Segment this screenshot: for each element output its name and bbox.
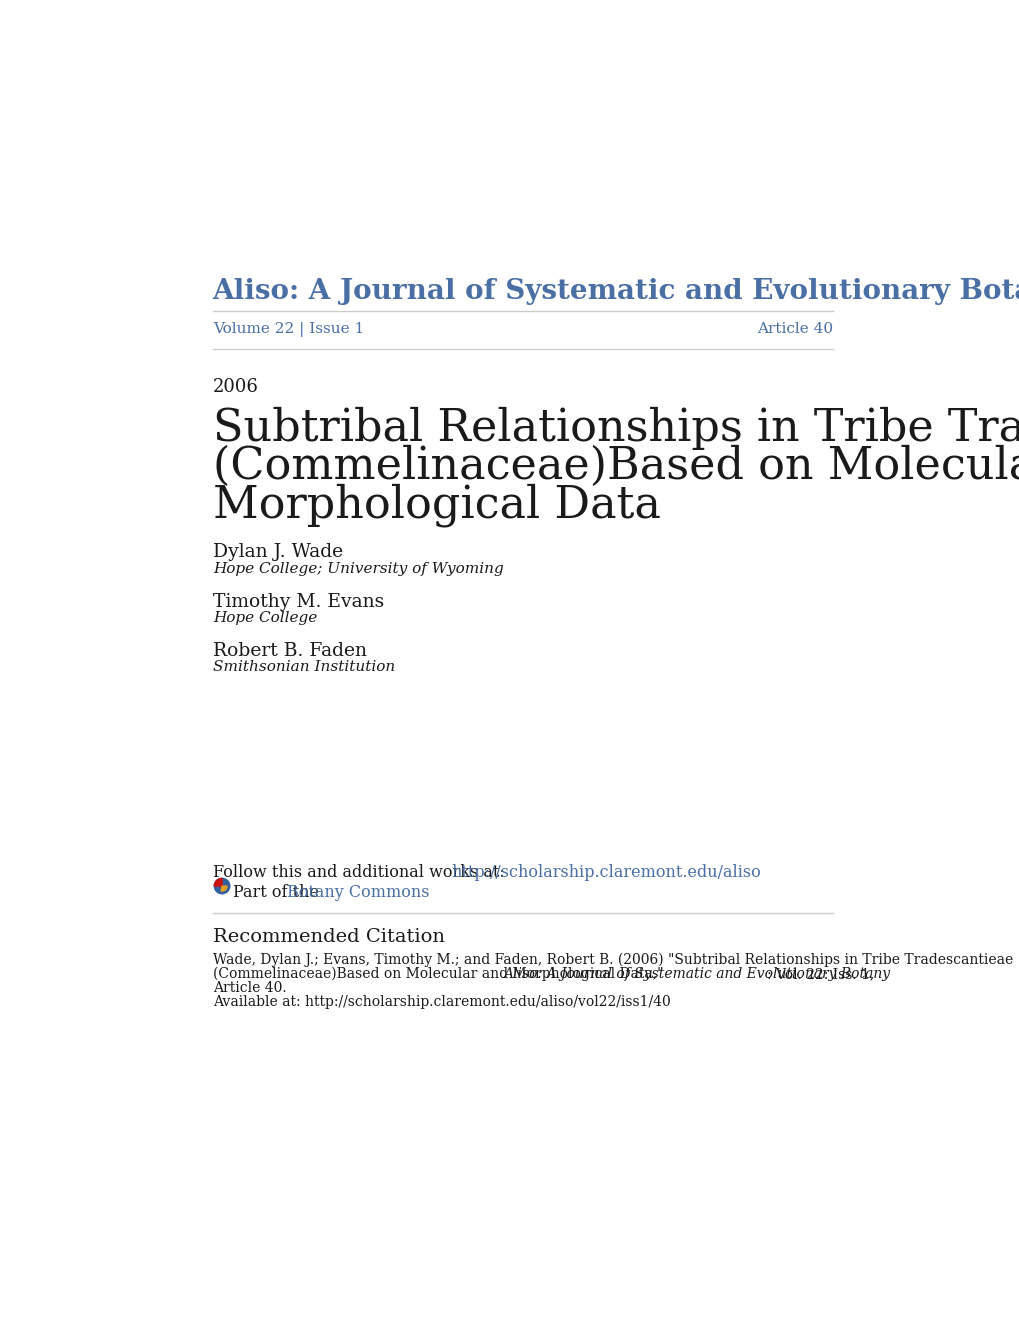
Text: Morphological Data: Morphological Data <box>213 483 660 527</box>
Text: Smithsonian Institution: Smithsonian Institution <box>213 660 394 675</box>
Text: Dylan J. Wade: Dylan J. Wade <box>213 544 342 561</box>
Text: Available at: http://scholarship.claremont.edu/aliso/vol22/iss1/40: Available at: http://scholarship.claremo… <box>213 995 669 1008</box>
Text: Part of the: Part of the <box>232 884 324 900</box>
Text: Article 40.: Article 40. <box>213 981 286 995</box>
Text: Volume 22 | Issue 1: Volume 22 | Issue 1 <box>213 322 364 337</box>
Text: Subtribal Relationships in Tribe Tradescantieae: Subtribal Relationships in Tribe Tradesc… <box>213 407 1019 450</box>
Circle shape <box>214 878 229 894</box>
Text: 2006: 2006 <box>213 378 259 396</box>
Text: Hope College; University of Wyoming: Hope College; University of Wyoming <box>213 562 503 576</box>
Wedge shape <box>214 878 222 886</box>
Text: Wade, Dylan J.; Evans, Timothy M.; and Faden, Robert B. (2006) "Subtribal Relati: Wade, Dylan J.; Evans, Timothy M.; and F… <box>213 953 1012 968</box>
Text: Robert B. Faden: Robert B. Faden <box>213 642 367 660</box>
Text: (Commelinaceae)Based on Molecular and Morphological Data,": (Commelinaceae)Based on Molecular and Mo… <box>213 966 667 981</box>
Text: Hope College: Hope College <box>213 611 317 626</box>
Text: (Commelinaceae)Based on Molecular and: (Commelinaceae)Based on Molecular and <box>213 445 1019 488</box>
Text: Aliso: A Journal of Systematic and Evolutionary Botany: Aliso: A Journal of Systematic and Evolu… <box>213 277 1019 305</box>
Text: Timothy M. Evans: Timothy M. Evans <box>213 593 383 611</box>
Text: Recommended Citation: Recommended Citation <box>213 928 444 946</box>
Text: Article 40: Article 40 <box>756 322 832 335</box>
Text: Botany Commons: Botany Commons <box>287 884 429 900</box>
Text: http://scholarship.claremont.edu/aliso: http://scholarship.claremont.edu/aliso <box>451 863 760 880</box>
Text: Aliso: A Journal of Systematic and Evolutionary Botany: Aliso: A Journal of Systematic and Evolu… <box>503 966 890 981</box>
Wedge shape <box>221 886 227 891</box>
Text: : Vol. 22: Iss. 1,: : Vol. 22: Iss. 1, <box>766 966 873 981</box>
Text: Follow this and additional works at:: Follow this and additional works at: <box>213 863 510 880</box>
